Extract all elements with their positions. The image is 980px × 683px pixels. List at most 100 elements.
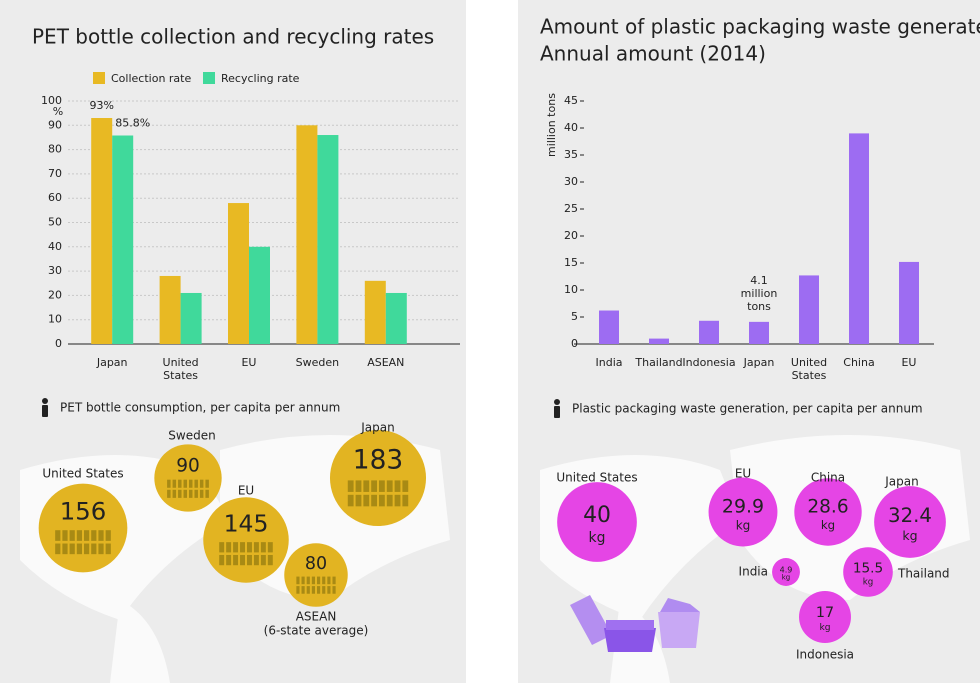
bubble-unit: kg: [589, 530, 606, 546]
chart-title: PET bottle collection and recycling rate…: [32, 25, 434, 49]
y-tick-label: 10: [564, 283, 578, 296]
bottle-icon: [311, 576, 315, 585]
bubble-unit: kg: [902, 528, 917, 543]
bottle-icon: [226, 554, 232, 566]
y-tick-label: 100: [41, 94, 62, 107]
x-tick-label: Thailand: [635, 356, 683, 369]
y-axis-label: million tons: [545, 93, 558, 157]
bubble: [772, 558, 800, 586]
bottle-icon: [267, 554, 273, 566]
bottle-icon: [260, 542, 266, 553]
bubble-unit: kg: [863, 577, 874, 587]
bottle-icon: [178, 489, 182, 498]
bottle-icon: [189, 479, 193, 488]
y-axis-label: %: [53, 105, 63, 118]
bubble: [284, 543, 348, 607]
bubble-label: EU: [238, 484, 254, 498]
bottle-icon: [306, 576, 310, 585]
x-tick-label: Sweden: [295, 356, 340, 369]
y-tick-label: 50: [48, 216, 62, 229]
bottle-icon: [76, 530, 82, 541]
bottle-icon: [69, 543, 75, 555]
bottle-icon: [55, 543, 61, 555]
bottle-icon: [247, 554, 252, 566]
chart-title: Amount of plastic packaging waste genera…: [540, 15, 980, 39]
bottle-icon: [355, 494, 362, 507]
section-title: PET bottle consumption, per capita per a…: [60, 401, 340, 415]
bubble-unit: kg: [782, 574, 791, 582]
bottle-icon: [347, 494, 354, 507]
value-label: 85.8%: [115, 117, 150, 130]
bottle-icon: [379, 494, 385, 507]
legend-swatch: [203, 72, 215, 84]
bubble: [38, 483, 128, 573]
bubble-value: 15.5: [853, 560, 883, 576]
bubble-label: Thailand: [897, 567, 950, 581]
bottle-icon: [332, 576, 336, 585]
bottle-icon: [394, 494, 401, 507]
bar: [699, 320, 719, 344]
bar: [91, 118, 113, 344]
bottle-icon: [363, 494, 370, 507]
bubble-unit: kg: [736, 518, 751, 532]
bubble-value: 90: [176, 456, 200, 477]
bubble-value: 80: [305, 554, 327, 574]
bottle-icon: [240, 542, 245, 553]
bottle-icon: [327, 586, 331, 594]
bar: [849, 133, 869, 344]
bubble-label: Japan: [884, 475, 918, 489]
bar: [749, 321, 769, 344]
bottle-icon: [267, 542, 273, 553]
bottle-icon: [317, 576, 321, 585]
bottle-icon: [172, 489, 177, 498]
bottle-icon: [55, 530, 61, 541]
y-tick-label: 15: [564, 256, 578, 269]
bottle-icon: [219, 554, 225, 566]
packaging-icons: [570, 595, 700, 652]
y-tick-label: 45: [564, 94, 578, 107]
bubble: [329, 429, 427, 527]
bottle-icon: [91, 530, 97, 541]
bottle-icon: [98, 543, 104, 555]
bottle-icon: [260, 554, 266, 566]
bottle-icon: [347, 480, 354, 492]
bar: [180, 292, 202, 344]
bubble: [203, 497, 289, 583]
bubble: [874, 486, 946, 558]
bubble: [794, 478, 862, 546]
bottle-icon: [322, 576, 326, 585]
bubble-value: 40: [583, 503, 611, 528]
y-tick-label: 60: [48, 191, 62, 204]
bubble-value: 156: [60, 496, 107, 525]
bar: [112, 135, 134, 344]
bar: [899, 261, 919, 344]
x-tick-label: EU: [241, 356, 257, 369]
x-tick-label: United States: [790, 356, 828, 382]
x-tick-label: United States: [162, 356, 199, 382]
bubble-value: 28.6: [807, 496, 848, 517]
y-tick-label: 10: [48, 313, 62, 326]
bottle-icon: [219, 542, 225, 553]
bottle-icon: [247, 542, 252, 553]
bottle-icon: [301, 586, 305, 594]
y-tick-label: 35: [564, 148, 578, 161]
bar: [296, 125, 318, 344]
bottle-icon: [91, 543, 97, 555]
bottle-icon: [233, 542, 239, 553]
y-tick-label: 5: [571, 310, 578, 323]
bottle-icon: [371, 494, 377, 507]
y-tick-label: 30: [48, 264, 62, 277]
bottle-icon: [62, 530, 68, 541]
bubble: [843, 547, 893, 597]
bubble-label: Indonesia: [796, 648, 854, 662]
y-tick-label: 40: [564, 121, 578, 134]
bottle-icon: [69, 530, 75, 541]
bubble-value: 29.9: [722, 495, 764, 517]
bottle-icon: [363, 480, 370, 492]
bar: [228, 203, 249, 344]
bottle-icon: [167, 479, 171, 488]
bubble-label: EU: [735, 467, 751, 481]
bottle-icon: [402, 494, 409, 507]
